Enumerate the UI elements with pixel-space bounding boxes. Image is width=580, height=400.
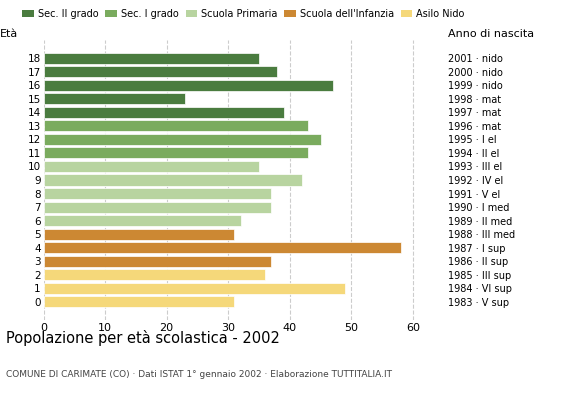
Bar xyxy=(44,188,271,199)
Text: Anno di nascita: Anno di nascita xyxy=(448,29,534,39)
Bar xyxy=(44,161,259,172)
Bar xyxy=(44,66,277,77)
Bar xyxy=(44,296,234,307)
Bar xyxy=(44,215,241,226)
Bar xyxy=(44,80,333,91)
Bar xyxy=(44,134,321,145)
Bar xyxy=(44,269,265,280)
Text: Età: Età xyxy=(0,29,18,39)
Bar xyxy=(44,242,401,253)
Legend: Sec. II grado, Sec. I grado, Scuola Primaria, Scuola dell'Infanzia, Asilo Nido: Sec. II grado, Sec. I grado, Scuola Prim… xyxy=(19,5,469,23)
Bar xyxy=(44,53,259,64)
Bar xyxy=(44,107,284,118)
Bar xyxy=(44,202,271,212)
Bar xyxy=(44,148,308,158)
Bar xyxy=(44,93,185,104)
Bar xyxy=(44,283,345,294)
Bar xyxy=(44,174,302,186)
Bar xyxy=(44,256,271,267)
Text: Popolazione per età scolastica - 2002: Popolazione per età scolastica - 2002 xyxy=(6,330,280,346)
Bar xyxy=(44,120,308,132)
Text: COMUNE DI CARIMATE (CO) · Dati ISTAT 1° gennaio 2002 · Elaborazione TUTTITALIA.I: COMUNE DI CARIMATE (CO) · Dati ISTAT 1° … xyxy=(6,370,392,379)
Bar xyxy=(44,228,234,240)
